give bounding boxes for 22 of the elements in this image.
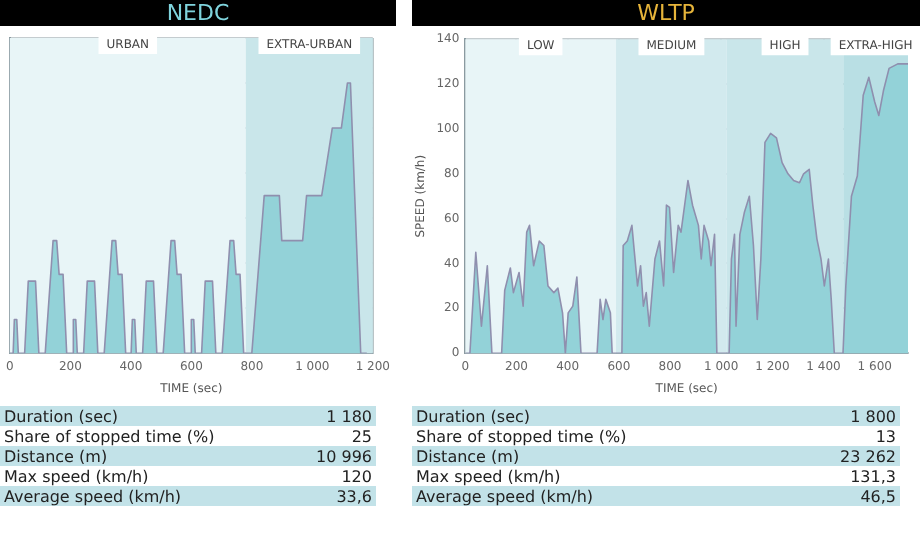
- text: Duration (sec): [414, 406, 533, 426]
- text: 120: [339, 466, 374, 486]
- text: Average speed (km/h): [414, 486, 596, 506]
- text: Share of stopped time (%): [414, 426, 629, 446]
- text: 131,3: [848, 466, 898, 486]
- text: 33,6: [334, 486, 374, 506]
- text: Distance (m): [2, 446, 110, 466]
- chart-title: WLTP: [412, 0, 920, 26]
- text: Share of stopped time (%): [2, 426, 217, 446]
- text: 25: [349, 426, 374, 446]
- text: Max speed (km/h): [414, 466, 563, 486]
- text: Distance (m): [414, 446, 522, 466]
- text: 1 180: [324, 406, 374, 426]
- text: Max speed (km/h): [2, 466, 151, 486]
- text: 10 996: [314, 446, 374, 466]
- text: 46,5: [858, 486, 898, 506]
- chart-title: NEDC: [0, 0, 396, 26]
- text: Duration (sec): [2, 406, 121, 426]
- text: 13: [873, 426, 898, 446]
- text: 23 262: [838, 446, 898, 466]
- text: 1 800: [848, 406, 898, 426]
- text: Average speed (km/h): [2, 486, 184, 506]
